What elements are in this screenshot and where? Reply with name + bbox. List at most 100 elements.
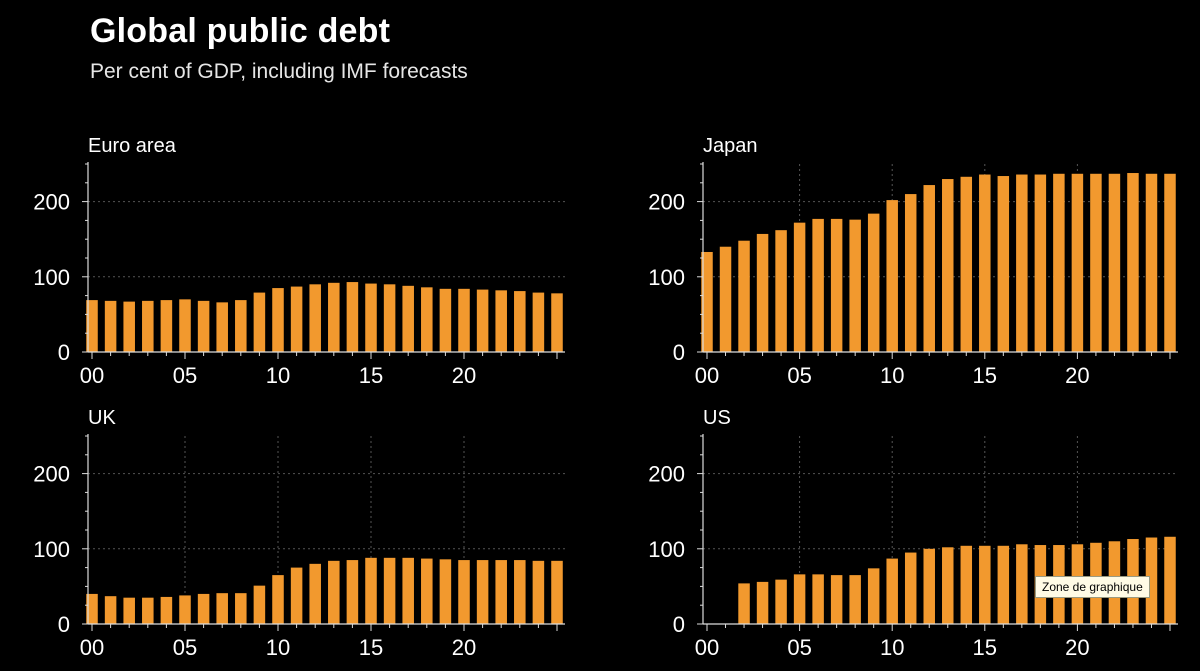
bar [979, 545, 991, 624]
bar [1071, 173, 1084, 352]
bar [923, 185, 935, 352]
y-tick-label: 200 [33, 190, 70, 215]
bar [551, 293, 563, 352]
bar [495, 290, 507, 352]
x-tick-label: 05 [787, 363, 811, 388]
bar [328, 560, 340, 624]
x-tick-label: 15 [359, 363, 383, 388]
bar [346, 560, 359, 624]
bar [960, 545, 973, 624]
bar [942, 547, 954, 624]
bar [514, 560, 526, 624]
bar [197, 300, 210, 352]
x-tick-label: 00 [80, 635, 104, 660]
bar [1145, 537, 1158, 624]
y-tick-label: 100 [648, 265, 685, 290]
panel-title: US [703, 407, 731, 429]
bar [104, 300, 117, 352]
bar [1016, 174, 1028, 352]
y-tick-label: 100 [33, 537, 70, 562]
bar [775, 230, 787, 352]
bar [886, 200, 898, 352]
bar [867, 213, 880, 352]
x-tick-label: 15 [973, 635, 997, 660]
bar [86, 300, 98, 352]
bar [830, 575, 843, 624]
bar [235, 593, 247, 624]
bar [1016, 544, 1028, 624]
y-tick-label: 0 [58, 340, 70, 365]
y-tick-label: 100 [33, 265, 70, 290]
x-tick-label: 15 [973, 363, 997, 388]
bar [719, 246, 732, 352]
bar [756, 581, 769, 624]
bar [402, 557, 414, 624]
bar [867, 568, 880, 624]
bar [904, 552, 917, 624]
bar [476, 289, 489, 352]
y-tick-label: 100 [648, 537, 685, 562]
bar [738, 583, 750, 624]
bar [775, 579, 787, 624]
bar [328, 282, 340, 352]
bar [997, 176, 1010, 352]
bar [1053, 173, 1065, 352]
bar [216, 302, 228, 352]
bar [346, 282, 359, 352]
panel-title: Japan [703, 135, 758, 157]
bar [253, 292, 266, 352]
bar [290, 567, 303, 624]
bar [756, 233, 769, 352]
bar [923, 548, 935, 624]
bar [421, 287, 433, 352]
panel-title: Euro area [88, 135, 177, 157]
bar [272, 288, 284, 352]
bar [476, 560, 489, 624]
bar [532, 292, 545, 352]
bar [793, 222, 806, 352]
y-tick-label: 200 [648, 190, 685, 215]
x-tick-label: 00 [80, 363, 104, 388]
bar [1034, 174, 1047, 352]
bar [383, 284, 396, 352]
bar [439, 288, 452, 352]
bar [812, 574, 824, 624]
chart-title: Global public debt [90, 12, 391, 50]
x-tick-label: 05 [173, 635, 197, 660]
bar [551, 560, 563, 624]
bar [458, 560, 470, 624]
bar [179, 299, 191, 352]
bar [309, 284, 321, 352]
bar [142, 300, 154, 352]
bar [142, 597, 154, 624]
bar [421, 558, 433, 624]
y-tick-label: 200 [648, 462, 685, 487]
bar [458, 288, 470, 352]
bar [123, 301, 135, 352]
bar [942, 179, 954, 352]
x-tick-label: 00 [695, 635, 719, 660]
bar [849, 575, 861, 624]
bar [216, 593, 228, 624]
bar [849, 219, 861, 352]
bar [290, 286, 303, 352]
bar [1164, 536, 1176, 624]
y-tick-label: 200 [33, 462, 70, 487]
x-tick-label: 10 [880, 635, 904, 660]
bar [235, 300, 247, 352]
x-tick-label: 20 [452, 635, 476, 660]
bar [1164, 173, 1176, 352]
x-tick-label: 05 [787, 635, 811, 660]
x-tick-label: 20 [452, 363, 476, 388]
bar [738, 240, 750, 352]
y-tick-label: 0 [673, 612, 685, 637]
bar [886, 558, 898, 624]
x-tick-label: 10 [266, 635, 290, 660]
chart-area-tooltip: Zone de graphique [1035, 576, 1150, 598]
panel-title: UK [88, 407, 116, 429]
x-tick-label: 05 [173, 363, 197, 388]
bar [383, 557, 396, 624]
y-tick-label: 0 [673, 340, 685, 365]
bar [123, 597, 135, 624]
